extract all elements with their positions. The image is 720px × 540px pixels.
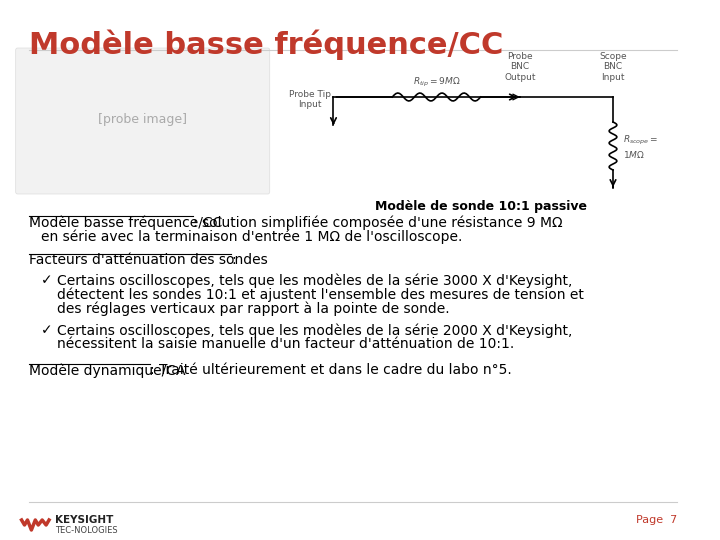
Text: Modèle de sonde 10:1 passive: Modèle de sonde 10:1 passive [374, 200, 587, 213]
Text: en série avec la terminaison d'entrée 1 MΩ de l'oscilloscope.: en série avec la terminaison d'entrée 1 … [41, 229, 462, 244]
Text: : solution simplifiée composée d'une résistance 9 MΩ: : solution simplifiée composée d'une rés… [193, 215, 563, 230]
Text: nécessitent la saisie manuelle d'un facteur d'atténuation de 10:1.: nécessitent la saisie manuelle d'un fact… [57, 337, 514, 351]
Text: [probe image]: [probe image] [98, 113, 186, 126]
Text: des réglages verticaux par rapport à la pointe de sonde.: des réglages verticaux par rapport à la … [57, 301, 449, 315]
Text: $R_{tip} = 9M\Omega$: $R_{tip} = 9M\Omega$ [413, 76, 460, 89]
Text: ✓: ✓ [41, 273, 53, 287]
Text: Probe
BNC
Output: Probe BNC Output [504, 52, 536, 82]
Text: :: : [231, 253, 236, 267]
Text: $R_{scope} =$
$1M\Omega$: $R_{scope} =$ $1M\Omega$ [623, 134, 658, 160]
Text: TEC-NOLOGIES: TEC-NOLOGIES [55, 526, 117, 535]
Text: KEYSIGHT: KEYSIGHT [55, 515, 113, 525]
Text: Page  7: Page 7 [636, 515, 677, 525]
FancyBboxPatch shape [16, 48, 270, 194]
Text: : Traité ultérieurement et dans le cadre du labo n°5.: : Traité ultérieurement et dans le cadre… [150, 363, 512, 377]
Text: Facteurs d'atténuation des sondes: Facteurs d'atténuation des sondes [30, 253, 268, 267]
Text: Modèle dynamique/CA: Modèle dynamique/CA [30, 363, 186, 377]
Text: Scope
BNC
Input: Scope BNC Input [599, 52, 627, 82]
Text: Modèle basse fréquence/CC: Modèle basse fréquence/CC [30, 215, 222, 230]
Text: Modèle basse fréquence/CC: Modèle basse fréquence/CC [30, 30, 504, 60]
Text: ✓: ✓ [41, 323, 53, 337]
Text: Probe Tip
Input: Probe Tip Input [289, 90, 331, 110]
Text: Certains oscilloscopes, tels que les modèles de la série 2000 X d'Keysight,: Certains oscilloscopes, tels que les mod… [57, 323, 572, 338]
Text: détectent les sondes 10:1 et ajustent l'ensemble des mesures de tension et: détectent les sondes 10:1 et ajustent l'… [57, 287, 584, 301]
Text: Certains oscilloscopes, tels que les modèles de la série 3000 X d'Keysight,: Certains oscilloscopes, tels que les mod… [57, 273, 572, 287]
